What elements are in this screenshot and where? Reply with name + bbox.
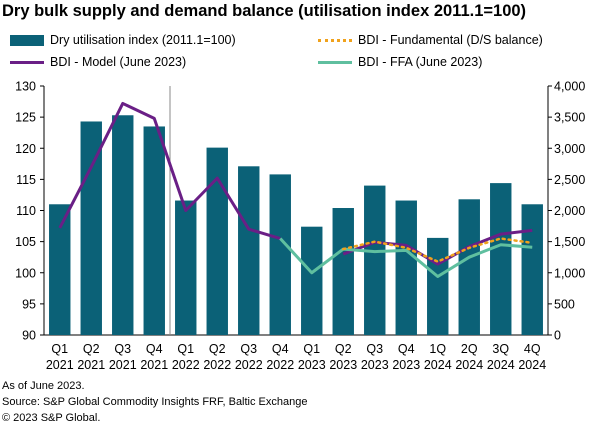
- series-line-fundamental: [342, 237, 534, 263]
- bar-utilisation: [269, 174, 291, 335]
- x-tick-label-quarter: Q4: [272, 342, 289, 356]
- bar-utilisation: [206, 147, 228, 335]
- x-tick-label-year: 2024: [487, 358, 515, 372]
- bar-utilisation: [238, 166, 260, 335]
- x-tick-label-year: 2023: [298, 358, 326, 372]
- x-tick-label-quarter: Q3: [240, 342, 257, 356]
- x-tick-label-quarter: Q3: [366, 342, 383, 356]
- legend-label-ffa: BDI - FFA (June 2023): [358, 55, 483, 69]
- legend-swatch-model: [10, 60, 44, 64]
- x-tick-label-year: 2022: [266, 358, 294, 372]
- x-tick-label-quarter: 2Q: [461, 342, 478, 356]
- x-tick-label-quarter: Q1: [177, 342, 194, 356]
- footnote-date: As of June 2023.: [2, 380, 85, 392]
- legend-label-utilisation: Dry utilisation index (2011.1=100): [50, 33, 236, 47]
- x-tick-label-quarter: Q4: [146, 342, 163, 356]
- bar-utilisation: [521, 204, 543, 335]
- left-tick-label: 125: [15, 111, 36, 125]
- left-tick-label: 115: [16, 173, 36, 187]
- x-tick-label-quarter: Q3: [114, 342, 131, 356]
- x-tick-label-year: 2022: [172, 358, 200, 372]
- legend-item-utilisation: Dry utilisation index (2011.1=100): [10, 33, 236, 47]
- series-line-model: [58, 101, 281, 240]
- legend-swatch-fundamental: [318, 38, 352, 42]
- legend-item-model: BDI - Model (June 2023): [10, 55, 186, 69]
- bar-utilisation: [458, 199, 480, 335]
- left-tick-label: 90: [22, 329, 36, 343]
- right-tick-label: 2,000: [554, 204, 585, 218]
- bar-utilisation: [143, 126, 165, 336]
- series-line-ffa: [279, 237, 533, 278]
- x-tick-label-year: 2023: [392, 358, 420, 372]
- bar-utilisation: [301, 226, 323, 335]
- x-tick-label-quarter: 1Q: [429, 342, 446, 356]
- x-tick-label-year: 2021: [109, 358, 137, 372]
- right-tick-label: 2,500: [554, 173, 585, 187]
- x-tick-label-year: 2024: [455, 358, 483, 372]
- legend-item-ffa: BDI - FFA (June 2023): [318, 55, 482, 69]
- left-tick-label: 110: [16, 204, 36, 218]
- right-tick-label: 4,000: [554, 80, 585, 94]
- left-tick-label: 95: [22, 297, 36, 311]
- bar-utilisation: [427, 237, 449, 335]
- x-tick-label-quarter: Q2: [209, 342, 226, 356]
- x-tick-label-quarter: Q4: [398, 342, 415, 356]
- x-tick-label-quarter: Q1: [51, 342, 68, 356]
- bar-utilisation: [332, 208, 354, 335]
- bar-utilisation: [112, 115, 134, 335]
- x-tick-label-year: 2021: [46, 358, 74, 372]
- right-tick-label: 1,500: [554, 235, 585, 249]
- x-tick-label-quarter: Q1: [303, 342, 320, 356]
- x-tick-label-year: 2022: [235, 358, 263, 372]
- bar-utilisation: [49, 204, 71, 335]
- bar-utilisation: [490, 183, 512, 335]
- x-tick-label-quarter: 3Q: [492, 342, 509, 356]
- x-tick-label-year: 2021: [140, 358, 168, 372]
- x-tick-label-quarter: Q2: [83, 342, 100, 356]
- bar-utilisation: [364, 185, 386, 335]
- legend-item-fundamental: BDI - Fundamental (D/S balance): [318, 33, 543, 47]
- right-tick-label: 3,000: [554, 142, 585, 156]
- bar-utilisation: [175, 200, 197, 335]
- bar-utilisation: [395, 200, 417, 335]
- left-tick-label: 120: [15, 142, 36, 156]
- right-tick-label: 1,000: [554, 266, 585, 280]
- left-tick-label: 100: [15, 266, 36, 280]
- x-tick-label-year: 2023: [361, 358, 389, 372]
- right-tick-label: 0: [554, 329, 561, 343]
- x-tick-label-year: 2023: [329, 358, 357, 372]
- right-tick-label: 3,500: [554, 111, 585, 125]
- x-tick-label-year: 2024: [424, 358, 452, 372]
- left-tick-label: 105: [15, 235, 36, 249]
- right-tick-label: 500: [554, 297, 575, 311]
- x-tick-label-year: 2024: [518, 358, 546, 372]
- legend-label-fundamental: BDI - Fundamental (D/S balance): [358, 33, 543, 47]
- footnote-source: Source: S&P Global Commodity Insights FR…: [2, 396, 308, 408]
- legend-swatch-ffa: [318, 60, 352, 64]
- x-tick-label-year: 2021: [77, 358, 105, 372]
- left-tick-label: 130: [15, 80, 36, 94]
- chart-title: Dry bulk supply and demand balance (util…: [2, 2, 527, 20]
- x-tick-label-quarter: 4Q: [524, 342, 541, 356]
- legend-swatch-utilisation: [10, 34, 44, 46]
- footnote-copyright: © 2023 S&P Global.: [2, 412, 101, 424]
- legend-label-model: BDI - Model (June 2023): [50, 55, 187, 69]
- x-tick-label-year: 2022: [203, 358, 231, 372]
- x-tick-label-quarter: Q2: [335, 342, 352, 356]
